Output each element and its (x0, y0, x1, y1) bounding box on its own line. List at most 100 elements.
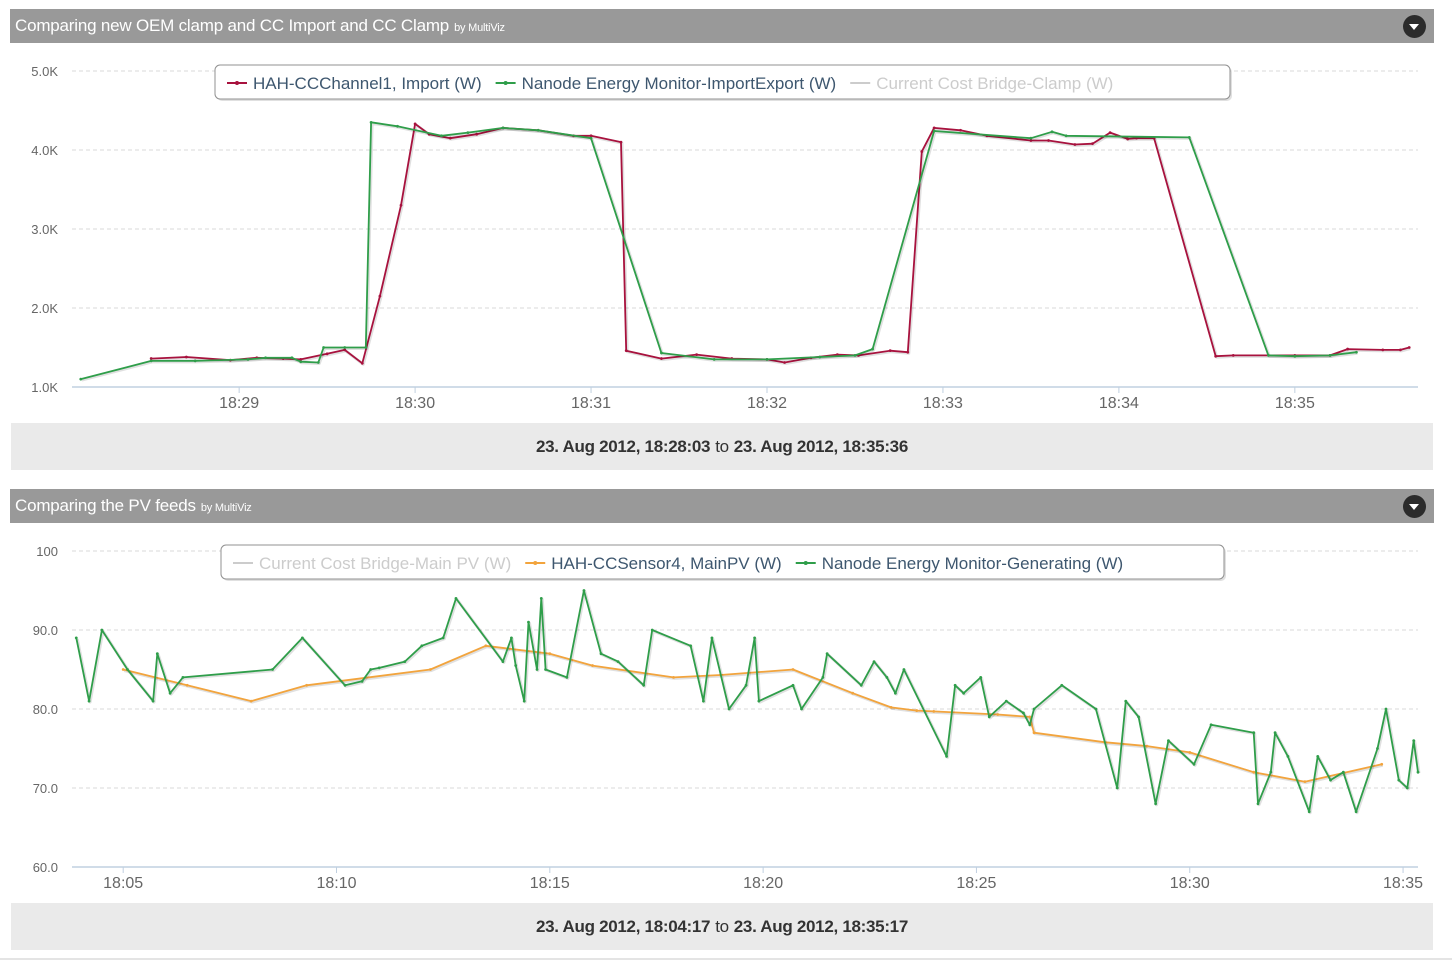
data-point (536, 128, 540, 132)
data-point (466, 131, 470, 135)
data-point (100, 628, 104, 632)
data-point (510, 636, 513, 640)
data-point (710, 636, 714, 640)
data-point (1376, 747, 1379, 750)
x-tick-label: 18:32 (747, 395, 787, 412)
data-point (599, 652, 603, 656)
y-tick-label: 80.0 (33, 702, 58, 717)
data-point (859, 683, 863, 687)
data-point (428, 668, 432, 671)
data-point (548, 652, 552, 656)
data-point (1064, 134, 1068, 138)
data-point (1004, 699, 1008, 703)
data-point (440, 134, 443, 138)
data-point (360, 679, 364, 683)
series-shadow (152, 123, 1411, 366)
data-point (1397, 778, 1401, 782)
data-point (1329, 778, 1332, 782)
data-point (672, 676, 675, 679)
data-point (399, 203, 403, 207)
data-point (1029, 136, 1033, 140)
data-point (1214, 354, 1218, 358)
data-point (1032, 707, 1036, 711)
data-point (1293, 354, 1297, 358)
legend-item-label: Current Cost Bridge-Main PV (W) (259, 554, 511, 573)
time-range-footer: 23. Aug 2012, 18:28:03 to 23. Aug 2012, 18… (11, 423, 1433, 470)
data-point (1303, 780, 1307, 784)
y-tick-label: 2.0K (31, 301, 58, 316)
data-point (343, 348, 347, 352)
data-point (565, 676, 569, 679)
data-point (616, 660, 620, 663)
data-point (403, 660, 407, 663)
data-point (1029, 139, 1033, 142)
x-tick-label: 18:35 (1275, 395, 1315, 412)
x-tick-label: 18:35 (1383, 875, 1423, 892)
data-point (360, 361, 364, 365)
data-point (821, 676, 825, 679)
data-point (316, 361, 320, 364)
data-point (1115, 786, 1119, 790)
x-tick-label: 18:30 (1170, 875, 1210, 892)
data-point (591, 664, 594, 667)
data-point (501, 126, 505, 130)
data-point (589, 134, 593, 138)
x-tick-label: 18:10 (316, 875, 356, 892)
data-point (514, 664, 518, 667)
x-tick-label: 18:20 (743, 875, 783, 892)
data-point (906, 350, 910, 354)
data-point (1341, 770, 1345, 774)
time-range-to: 23. Aug 2012, 18:35:36 (733, 437, 909, 456)
data-point (527, 620, 530, 624)
data-point (1380, 762, 1384, 766)
x-tick-label: 18:33 (923, 395, 963, 412)
data-point (1407, 346, 1411, 349)
panel-header: Comparing the PV feeds by MultiViz (10, 489, 1434, 523)
data-point (475, 132, 479, 136)
data-point (271, 668, 274, 671)
y-tick-label: 1.0K (31, 380, 58, 395)
data-point (757, 699, 761, 703)
line-chart-oem-clamp: 1.0K 2.0K 3.0K 4.0K 5.0K 18:29 18:30 18:31 18:32… (31, 64, 1418, 412)
data-point (987, 715, 991, 719)
collapse-toggle-icon[interactable] (1403, 495, 1426, 518)
data-point (1073, 143, 1077, 146)
legend: Current Cost Bridge-Main PV (W) HAH-CCSen… (220, 544, 1226, 581)
data-point (1346, 347, 1350, 351)
data-point (377, 666, 381, 670)
chart-panel-pv-feeds: Comparing the PV feeds by MultiViz 60.0 70… (10, 489, 1434, 951)
panel-title-text: Comparing the PV feeds (15, 496, 196, 515)
data-point (1381, 348, 1385, 352)
x-tick-label: 18:15 (530, 875, 570, 892)
data-point (660, 351, 663, 355)
data-point (343, 346, 347, 349)
data-point (1108, 131, 1112, 135)
time-range-from: 23. Aug 2012, 18:04:17 (535, 917, 711, 936)
data-point (484, 644, 488, 648)
data-point (996, 713, 1000, 716)
data-point (155, 652, 159, 656)
collapse-toggle-icon[interactable] (1403, 15, 1426, 38)
legend-item-label: HAH-CCChannel1, Import (W) (253, 74, 482, 93)
data-point (184, 355, 188, 359)
data-point (290, 356, 294, 360)
data-point (1412, 739, 1416, 742)
data-point (702, 699, 705, 703)
legend-box (220, 544, 1225, 580)
data-point (343, 683, 347, 687)
data-point (783, 361, 786, 364)
data-point (1286, 755, 1290, 758)
data-point (441, 636, 445, 640)
data-point (660, 357, 663, 360)
legend: HAH-CCChannel1, Import (W) Nanode Energy … (214, 64, 1232, 101)
data-point (889, 706, 893, 709)
time-range-to-word: to (715, 437, 729, 456)
data-point (853, 354, 857, 357)
legend-marker (503, 81, 508, 85)
legend-item-label: Nanode Energy Monitor-ImportExport (W) (522, 74, 837, 93)
data-point (1050, 130, 1054, 134)
x-tick-label: 18:05 (103, 875, 143, 892)
data-point (1137, 715, 1140, 719)
data-point (1047, 139, 1050, 142)
data-point (1188, 751, 1192, 754)
